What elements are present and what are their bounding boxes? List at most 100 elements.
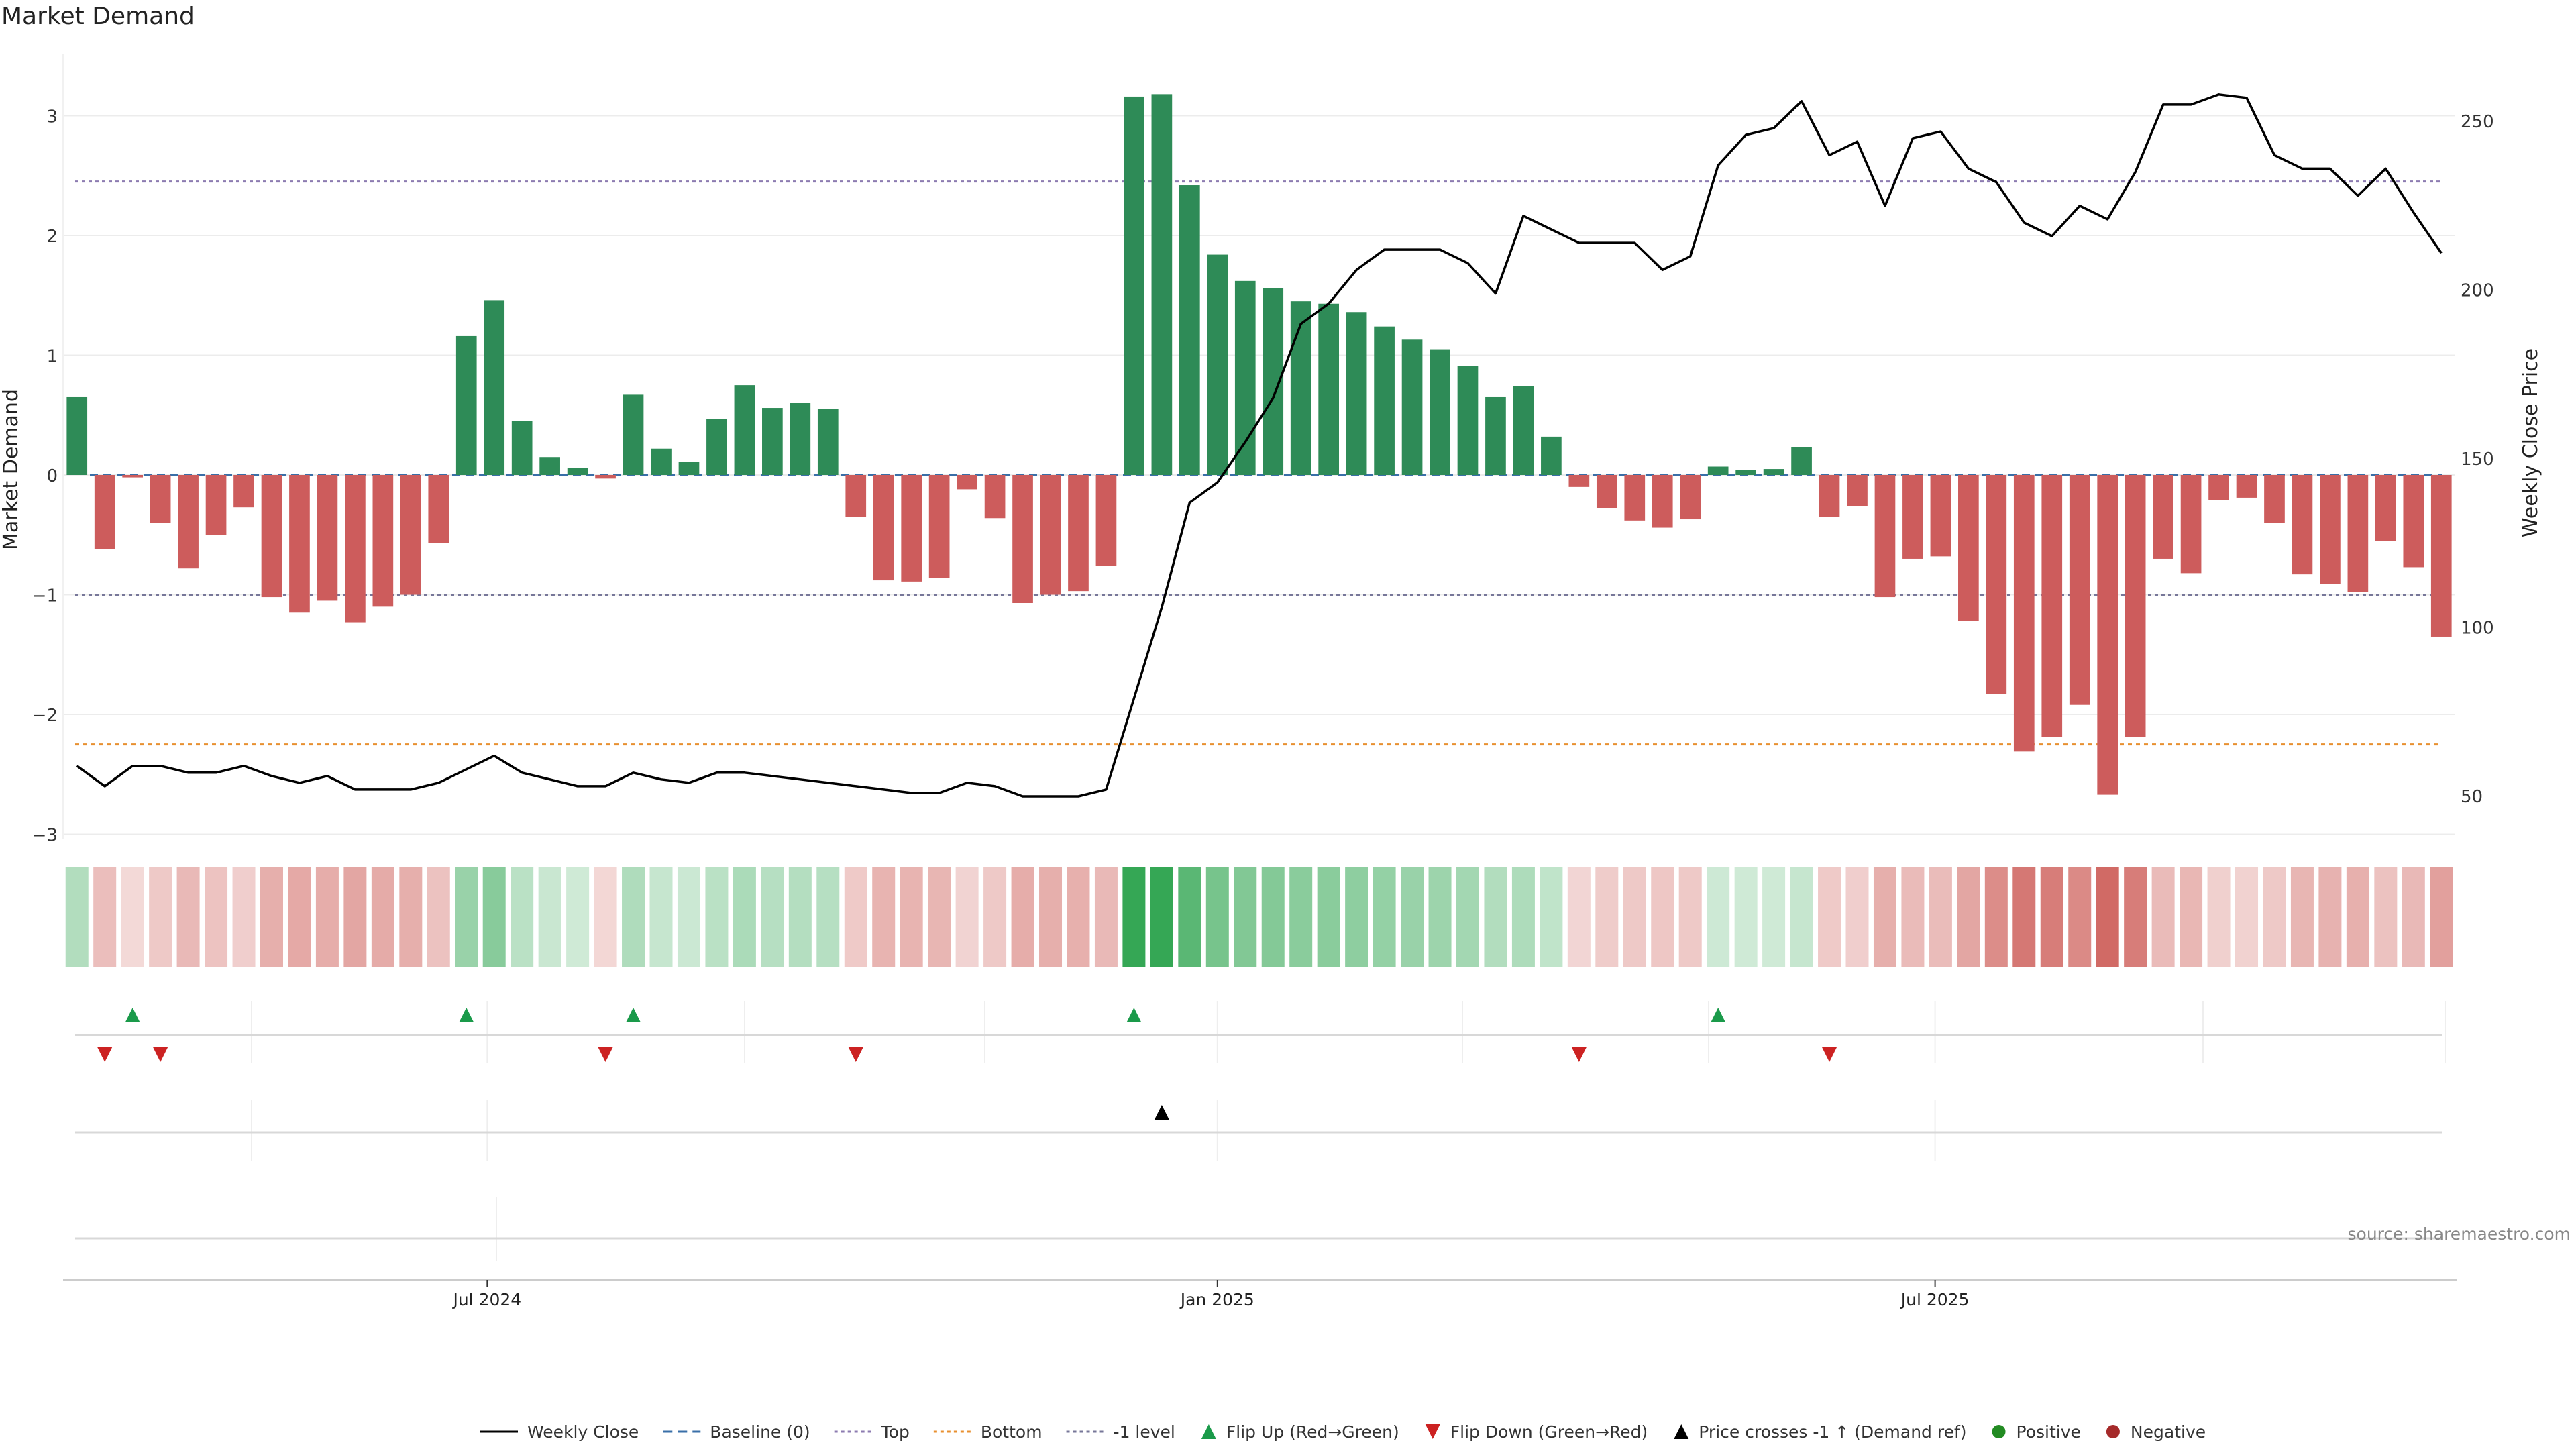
x-tick-label: Jul 2025 <box>1900 1290 1970 1309</box>
demand-bar <box>122 475 144 478</box>
y-tick-right: 200 <box>2461 281 2494 301</box>
price-cross-panel <box>75 1100 2442 1161</box>
flip-up-marker <box>1711 1008 1726 1022</box>
demand-bar <box>1513 386 1534 475</box>
demand-bar <box>651 448 672 475</box>
price-line-group <box>76 93 2443 798</box>
demand-bar <box>1068 475 1089 592</box>
demand-bar <box>1318 303 1340 475</box>
demand-bar <box>845 475 867 517</box>
heat-cell <box>1595 867 1619 967</box>
legend-label: Top <box>881 1422 910 1442</box>
heat-cell <box>1734 867 1758 967</box>
heat-cell <box>2290 867 2314 967</box>
demand-bar <box>2292 475 2313 575</box>
heat-cell <box>482 867 506 967</box>
demand-bar <box>957 475 977 490</box>
demand-bar <box>1040 475 1061 595</box>
heat-cell <box>1094 867 1118 967</box>
demand-bar <box>1485 396 1506 475</box>
heat-cell <box>2235 867 2259 967</box>
chart-title: Market Demand <box>1 3 195 30</box>
demand-bar <box>623 394 644 475</box>
demand-bar <box>511 421 533 475</box>
heat-cell <box>649 867 673 967</box>
legend-label: -1 level <box>1114 1422 1175 1442</box>
demand-bar <box>1902 475 1923 559</box>
heat-cell <box>2318 867 2342 967</box>
weekly-close-line <box>76 93 2443 798</box>
heat-cell <box>1707 867 1730 967</box>
demand-bar <box>1207 254 1228 475</box>
demand-bar <box>94 475 115 549</box>
heat-cell <box>427 867 450 967</box>
demand-bar <box>400 475 421 595</box>
legend-label: Weekly Close <box>527 1422 639 1442</box>
demand-bar <box>289 475 310 613</box>
legend-item: Baseline (0) <box>663 1422 810 1442</box>
heat-cell <box>788 867 812 967</box>
heat-cell <box>2207 867 2231 967</box>
y-tick-right: 100 <box>2461 619 2494 639</box>
heat-cell <box>1651 867 1674 967</box>
heat-cell <box>594 867 617 967</box>
demand-bar <box>261 475 282 598</box>
legend-item: Flip Down (Green→Red) <box>1425 1422 1648 1442</box>
demand-bar <box>455 335 477 475</box>
demand-bar <box>317 475 338 601</box>
flip-down-marker <box>97 1047 113 1062</box>
heat-cell <box>149 867 172 967</box>
heat-cell <box>315 867 339 967</box>
demand-bar <box>1791 447 1812 475</box>
demand-bar <box>1568 475 1590 487</box>
heat-cell <box>511 867 534 967</box>
heat-cell <box>566 867 590 967</box>
heat-cell <box>260 867 283 967</box>
demand-bar <box>1596 475 1617 508</box>
demand-bar <box>205 475 227 535</box>
x-tick-label: Jan 2025 <box>1179 1290 1254 1309</box>
heat-cell <box>288 867 311 967</box>
demand-bar <box>2208 475 2229 500</box>
demand-bar <box>1680 475 1701 520</box>
demand-heat-strip <box>65 867 2453 967</box>
heat-cell <box>538 867 561 967</box>
y-tick-left: 3 <box>46 107 58 127</box>
demand-bar <box>1763 469 1784 475</box>
heat-cell <box>761 867 784 967</box>
demand-bar <box>178 475 199 569</box>
demand-bar <box>1958 475 1979 621</box>
demand-bar <box>678 462 700 475</box>
heat-cell <box>232 867 256 967</box>
legend-item: Weekly Close <box>480 1422 639 1442</box>
heat-cell <box>205 867 228 967</box>
demand-bar <box>484 300 505 475</box>
heat-cell <box>1957 867 1980 967</box>
demand-bar <box>1847 475 1868 506</box>
demand-bar <box>1012 475 1033 603</box>
legend-label: Flip Down (Green→Red) <box>1450 1422 1648 1442</box>
legend-label: Flip Up (Red→Green) <box>1226 1422 1399 1442</box>
heat-cell <box>2151 867 2175 967</box>
demand-bar <box>2430 475 2452 637</box>
flip-up-marker <box>1126 1008 1142 1022</box>
heat-cell <box>2068 867 2092 967</box>
demand-bar <box>901 475 922 582</box>
demand-bar <box>150 475 171 523</box>
demand-bar <box>2403 475 2424 568</box>
demand-bar <box>1290 301 1311 475</box>
flip-markers-panel <box>75 1001 2446 1063</box>
heat-cell <box>455 867 478 967</box>
heat-cell <box>2430 867 2453 967</box>
heat-cell <box>1929 867 1952 967</box>
legend-item: -1 level <box>1066 1422 1175 1442</box>
heat-cell <box>1178 867 1201 967</box>
heat-cell <box>872 867 896 967</box>
legend-item: Flip Up (Red→Green) <box>1201 1422 1399 1442</box>
demand-bar <box>2069 475 2090 705</box>
heat-cell <box>1289 867 1313 967</box>
demand-bar <box>928 475 950 578</box>
heat-cell <box>399 867 423 967</box>
legend-label: Baseline (0) <box>710 1422 810 1442</box>
heat-cell <box>1150 867 1173 967</box>
